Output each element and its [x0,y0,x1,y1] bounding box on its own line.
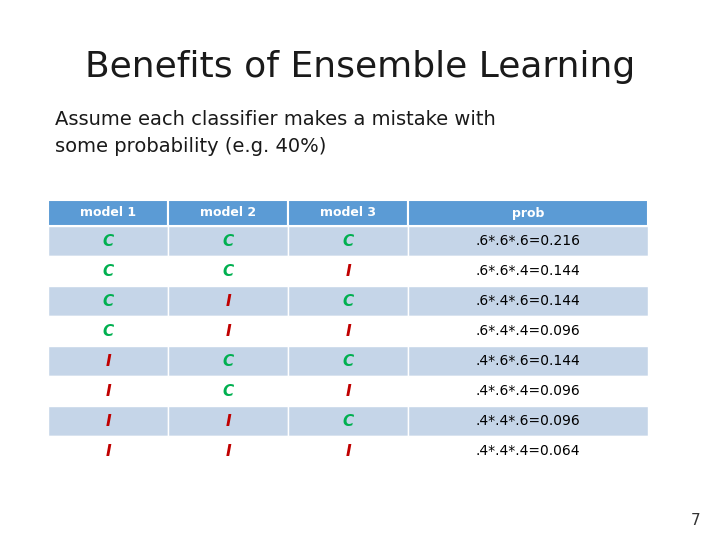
Text: C: C [102,323,114,339]
Bar [288,256,408,286]
Text: prob: prob [512,206,544,219]
Text: Benefits of Ensemble Learning: Benefits of Ensemble Learning [85,50,635,84]
Text: I: I [345,323,351,339]
Text: 7: 7 [690,513,700,528]
Text: .6*.4*.4=0.096: .6*.4*.4=0.096 [476,324,580,338]
Bar [48,406,168,436]
Bar [408,226,648,256]
Text: I: I [105,354,111,368]
Bar [408,286,648,316]
Text: I: I [225,323,231,339]
Bar [168,436,288,466]
Bar [288,316,408,346]
Bar [288,436,408,466]
Bar [408,376,648,406]
Bar [408,316,648,346]
Text: C: C [343,294,354,308]
Text: model 3: model 3 [320,206,376,219]
Text: .4*.6*.4=0.096: .4*.6*.4=0.096 [476,384,580,398]
Text: I: I [225,414,231,429]
Bar [408,346,648,376]
Text: .6*.4*.6=0.144: .6*.4*.6=0.144 [476,294,580,308]
Text: .4*.6*.6=0.144: .4*.6*.6=0.144 [476,354,580,368]
Text: I: I [345,383,351,399]
Text: .6*.6*.6=0.216: .6*.6*.6=0.216 [475,234,580,248]
Bar [288,226,408,256]
Bar [408,200,648,226]
Bar [168,256,288,286]
Text: .4*.4*.4=0.064: .4*.4*.4=0.064 [476,444,580,458]
Text: C: C [222,233,233,248]
Bar [408,406,648,436]
Text: C: C [222,354,233,368]
Bar [408,436,648,466]
Bar [168,226,288,256]
Bar [168,346,288,376]
Bar [168,286,288,316]
Text: C: C [222,264,233,279]
Bar [288,406,408,436]
Text: C: C [102,294,114,308]
Bar [168,406,288,436]
Text: model 2: model 2 [200,206,256,219]
Text: C: C [343,414,354,429]
Bar [48,286,168,316]
Text: Assume each classifier makes a mistake with
some probability (e.g. 40%): Assume each classifier makes a mistake w… [55,110,496,156]
Text: model 1: model 1 [80,206,136,219]
Bar [168,376,288,406]
Text: I: I [105,383,111,399]
Text: C: C [343,354,354,368]
Text: I: I [345,264,351,279]
Bar [48,436,168,466]
Text: C: C [222,383,233,399]
Bar [48,316,168,346]
Text: C: C [102,264,114,279]
Bar [288,376,408,406]
Text: I: I [105,443,111,458]
Bar [48,256,168,286]
Bar [168,316,288,346]
Text: I: I [225,294,231,308]
Text: I: I [225,443,231,458]
Text: C: C [102,233,114,248]
Bar [288,200,408,226]
Bar [408,256,648,286]
Text: .4*.4*.6=0.096: .4*.4*.6=0.096 [476,414,580,428]
Bar [168,200,288,226]
Bar [288,346,408,376]
Bar [48,346,168,376]
Text: I: I [105,414,111,429]
Bar [288,286,408,316]
Text: .6*.6*.4=0.144: .6*.6*.4=0.144 [476,264,580,278]
Bar [48,376,168,406]
Bar [48,200,168,226]
Text: I: I [345,443,351,458]
Text: C: C [343,233,354,248]
Bar [48,226,168,256]
